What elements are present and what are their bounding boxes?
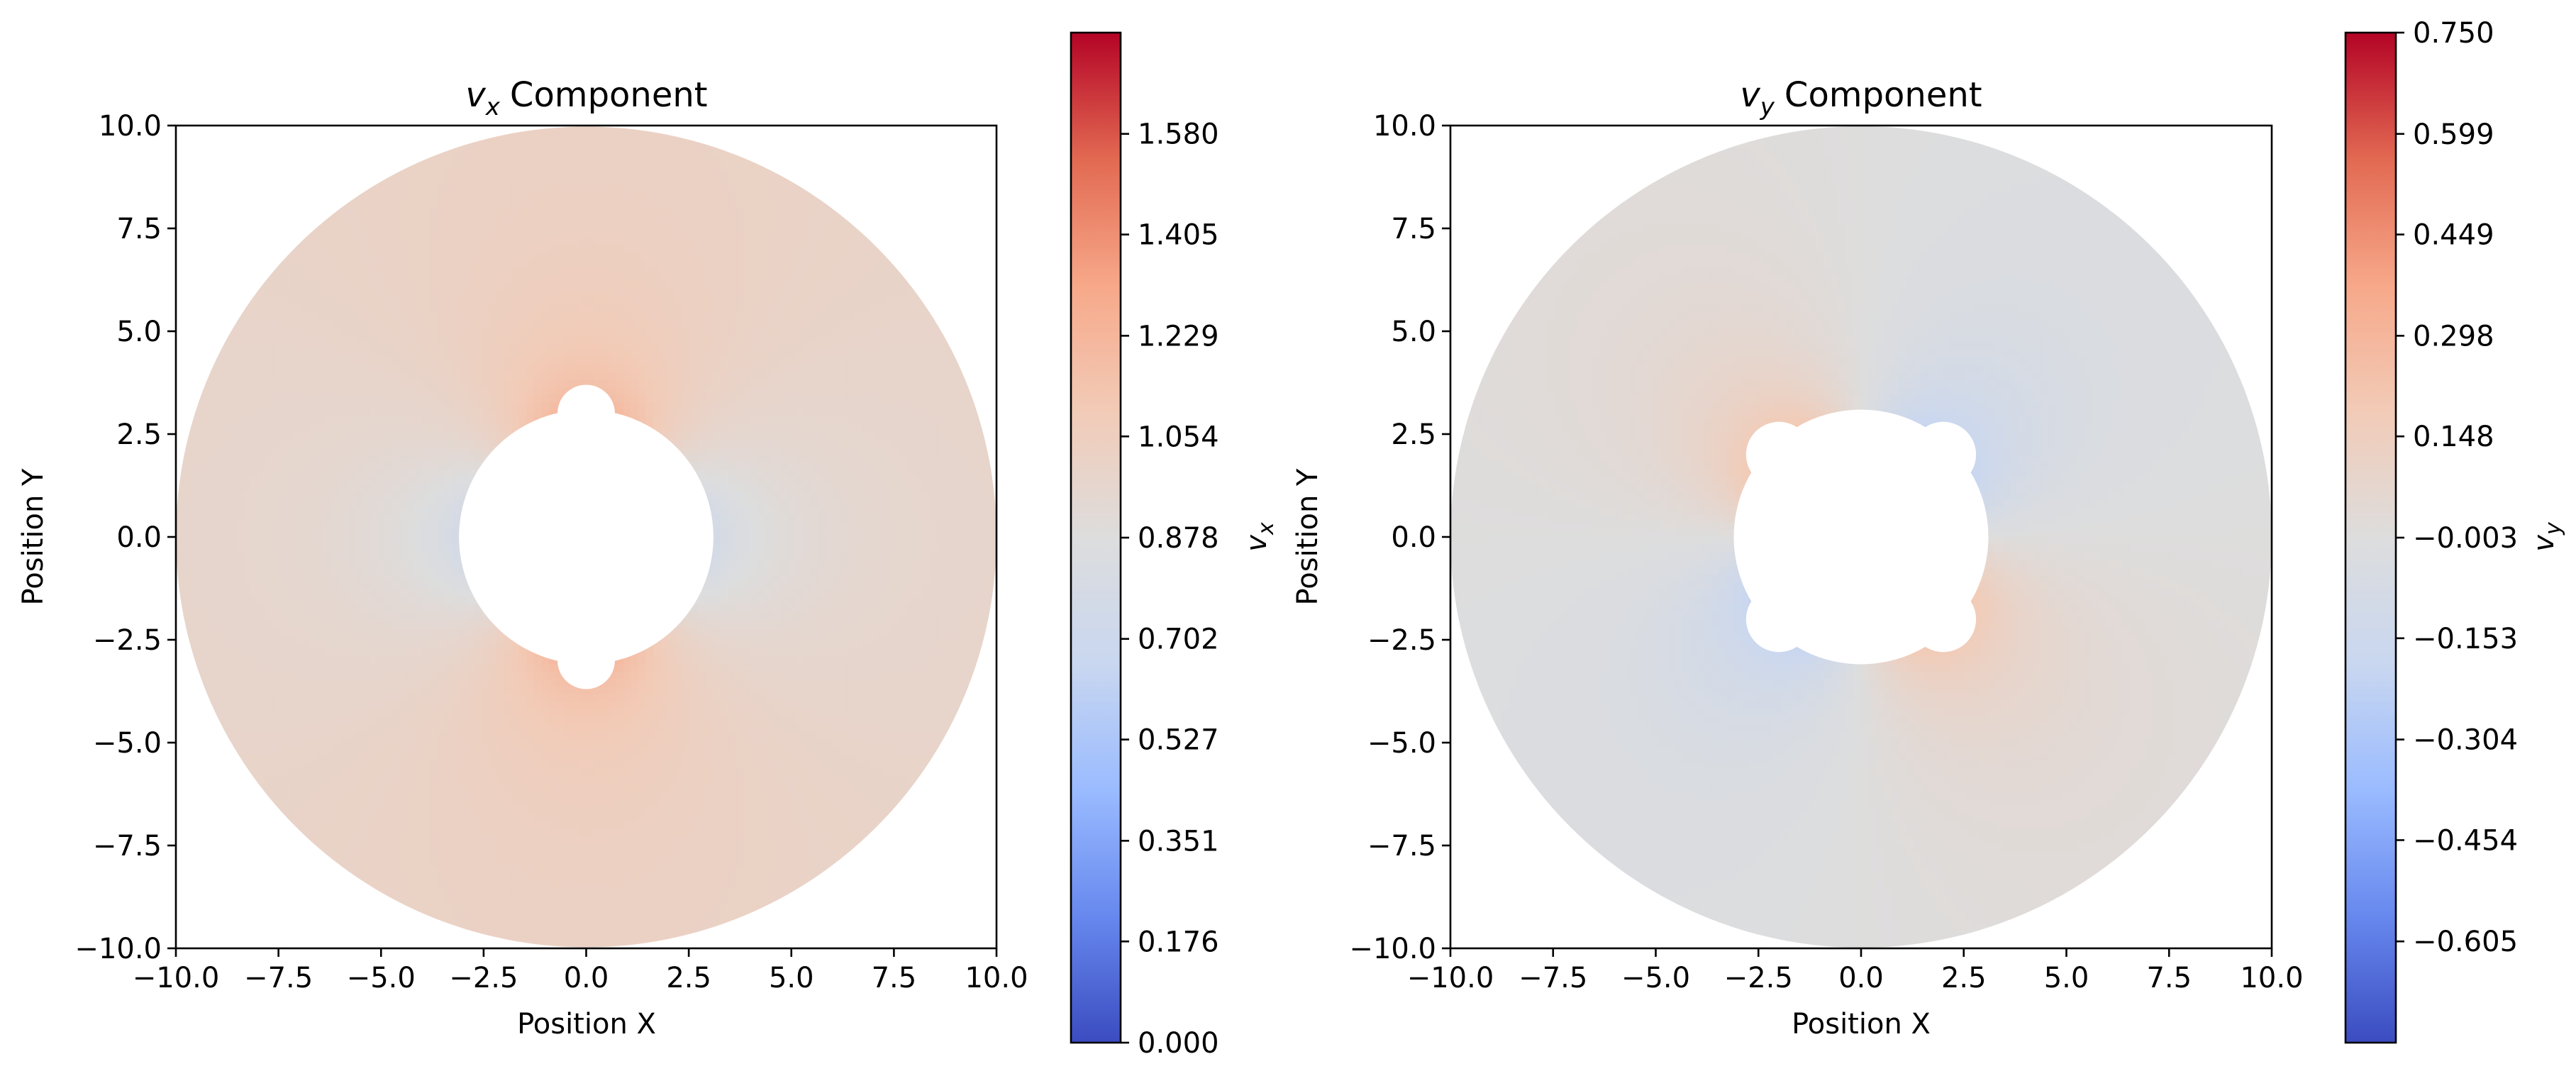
y-tick-label: −7.5	[1367, 830, 1436, 863]
vy-colorbar-ticks: −0.605 −0.454 −0.304 −0.153 −0.003 0.148 0.298…	[2396, 17, 2518, 958]
vy-boundary-lobe	[1745, 586, 1812, 653]
vx-inner-boundary	[459, 409, 714, 665]
x-tick-label: 10.0	[2240, 962, 2303, 994]
x-tick-label: 0.0	[1838, 962, 1884, 994]
vy-x-axis: −10.0 −7.5 −5.0 −2.5 0.0 2.5 5.0 7.5 10.0	[1407, 948, 2304, 994]
y-tick-label: 0.0	[116, 521, 162, 554]
vx-x-axis: −10.0 −7.5 −5.0 −2.5 0.0 2.5 5.0 7.5 10.0	[133, 948, 1028, 994]
vx-x-axis-label: Position X	[517, 1008, 656, 1041]
colorbar-tick-label: −0.454	[2413, 824, 2518, 857]
x-tick-label: −5.0	[1621, 962, 1690, 994]
x-tick-label: −2.5	[449, 962, 518, 994]
y-tick-label: −2.5	[1367, 624, 1436, 657]
y-tick-label: 7.5	[116, 213, 162, 245]
colorbar-tick-label: 0.000	[1138, 1027, 1219, 1060]
colorbar-tick-label: 0.449	[2413, 219, 2494, 252]
vx-colorbar-ticks: 0.000 0.176 0.351 0.527 0.702 0.878 1.054 1.229…	[1121, 118, 1219, 1060]
vx-title: vx Component	[465, 75, 707, 121]
vy-colorbar-label: vy	[2528, 521, 2566, 552]
colorbar-tick-label: 0.702	[1138, 623, 1219, 656]
x-tick-label: 7.5	[2146, 962, 2192, 994]
vx-colorbar: 0.000 0.176 0.351 0.527 0.702 0.878 1.054 1.229…	[1070, 31, 1279, 1060]
vx-boundary-lobe	[557, 384, 615, 443]
vy-colorbar-gradient	[2344, 31, 2397, 1044]
y-tick-label: 5.0	[116, 316, 162, 348]
colorbar-tick-label: 0.148	[2413, 421, 2494, 453]
y-tick-label: 7.5	[1391, 213, 1436, 245]
vx-y-axis: −10.0 −7.5 −5.0 −2.5 0.0 2.5 5.0 7.5 10.0	[74, 110, 176, 965]
x-tick-label: 5.0	[2044, 962, 2089, 994]
y-tick-label: −10.0	[74, 933, 162, 965]
vy-boundary-lobe	[1910, 421, 1977, 488]
y-tick-label: −10.0	[1349, 933, 1436, 965]
x-tick-label: 2.5	[1941, 962, 1987, 994]
x-tick-label: −7.5	[1519, 962, 1587, 994]
vx-heatmap	[176, 126, 996, 948]
colorbar-tick-label: 1.405	[1138, 219, 1219, 252]
x-tick-label: −5.0	[347, 962, 416, 994]
vx-colorbar-label: vx	[1240, 522, 1279, 552]
colorbar-tick-label: −0.153	[2413, 623, 2518, 655]
colorbar-tick-label: 1.229	[1138, 320, 1219, 353]
vy-title: vy Component	[1740, 75, 1982, 121]
vy-y-axis: −10.0 −7.5 −5.0 −2.5 0.0 2.5 5.0 7.5 10.0	[1349, 110, 1450, 965]
y-tick-label: −2.5	[93, 624, 162, 657]
x-tick-label: 2.5	[666, 962, 711, 994]
colorbar-tick-label: 0.750	[2413, 17, 2494, 50]
vy-heatmap	[1450, 126, 2272, 948]
colorbar-tick-label: −0.605	[2413, 926, 2518, 958]
y-tick-label: 10.0	[1373, 110, 1436, 143]
vx-panel: vx Component −10.0 −7.5 −5.0 −2.5 0.0 2.5 5.0 7.…	[17, 31, 1279, 1060]
y-tick-label: 5.0	[1391, 316, 1436, 348]
colorbar-tick-label: 0.599	[2413, 118, 2494, 151]
x-tick-label: 5.0	[769, 962, 814, 994]
colorbar-tick-label: 0.527	[1138, 724, 1219, 757]
x-tick-label: −2.5	[1724, 962, 1793, 994]
vy-boundary-lobe	[1910, 586, 1977, 653]
y-tick-label: −7.5	[93, 830, 162, 863]
y-tick-label: 0.0	[1391, 521, 1436, 554]
colorbar-tick-label: 0.176	[1138, 926, 1219, 958]
colorbar-tick-label: 1.054	[1138, 421, 1219, 453]
y-tick-label: −5.0	[1367, 727, 1436, 760]
x-tick-label: 10.0	[965, 962, 1028, 994]
y-tick-label: 10.0	[99, 110, 162, 143]
vy-colorbar: −0.605 −0.454 −0.304 −0.153 −0.003 0.148 0.298…	[2344, 17, 2566, 1044]
vy-boundary-lobe	[1745, 421, 1812, 488]
x-tick-label: −10.0	[1407, 962, 1494, 994]
x-tick-label: 0.0	[564, 962, 609, 994]
vy-panel: vy Component −10.0 −7.5 −5.0 −2.5 0.0 2.5 5.0 7.…	[1292, 17, 2566, 1044]
vy-y-axis-label: Position Y	[1292, 468, 1324, 605]
x-tick-label: −7.5	[244, 962, 313, 994]
x-tick-label: −10.0	[133, 962, 220, 994]
vx-boundary-lobe	[557, 631, 615, 689]
vy-x-axis-label: Position X	[1792, 1008, 1931, 1041]
vx-colorbar-gradient	[1070, 31, 1122, 1044]
colorbar-tick-label: 0.298	[2413, 320, 2494, 353]
colorbar-tick-label: 0.878	[1138, 522, 1219, 555]
vx-y-axis-label: Position Y	[17, 468, 50, 605]
colorbar-tick-label: −0.304	[2413, 724, 2518, 757]
x-tick-label: 7.5	[872, 962, 917, 994]
colorbar-tick-label: −0.003	[2413, 522, 2518, 555]
colorbar-tick-label: 0.351	[1138, 825, 1219, 858]
colorbar-tick-label: 1.580	[1138, 118, 1219, 151]
y-tick-label: −5.0	[93, 727, 162, 760]
y-tick-label: 2.5	[116, 418, 162, 451]
y-tick-label: 2.5	[1391, 418, 1436, 451]
